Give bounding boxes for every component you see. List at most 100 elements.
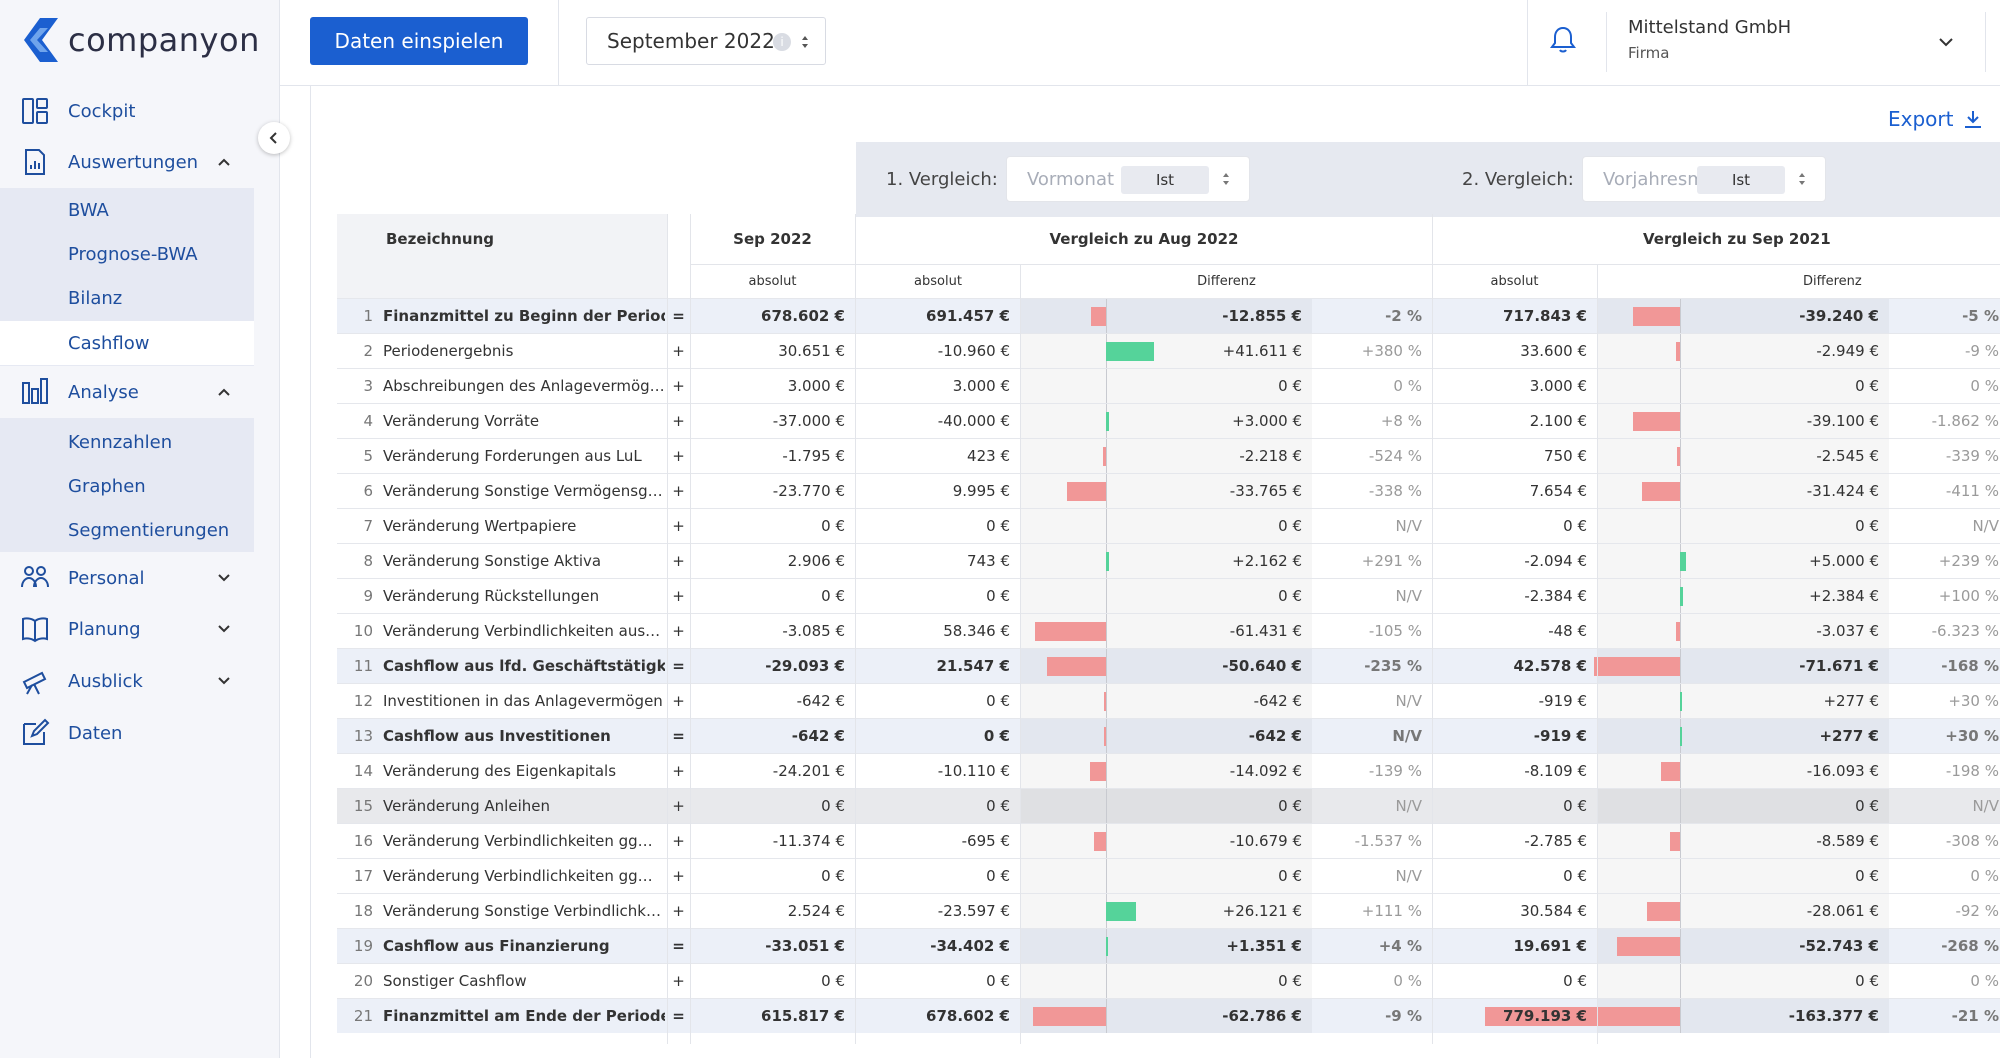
sidebar-item-planung[interactable]: Planung bbox=[0, 607, 254, 651]
import-data-button[interactable]: Daten einspielen bbox=[310, 17, 528, 65]
pct-comparison-2: +30 % bbox=[1948, 692, 1999, 710]
table-row[interactable]: 21 Finanzmittel am Ende der Periode = 615.8… bbox=[337, 998, 2000, 1033]
chevron-left-icon bbox=[269, 132, 277, 144]
table-row[interactable]: 14 Veränderung des Eigenkapitals + -24.201 … bbox=[337, 753, 2000, 788]
comparison-1-placeholder: Vormonat bbox=[1027, 169, 1115, 190]
period-select[interactable]: September 2022 i bbox=[586, 17, 826, 65]
pct-comparison-2: -168 % bbox=[1941, 657, 1999, 675]
diff-zero-line bbox=[1680, 299, 1681, 333]
value-comparison-1: -695 € bbox=[961, 832, 1010, 850]
diff-comparison-1: 0 € bbox=[1278, 972, 1302, 990]
export-label: Export bbox=[1888, 107, 1954, 131]
column-divider bbox=[1597, 264, 1598, 1044]
table-row[interactable]: 7 Veränderung Wertpapiere +0 € 0 € 0 € N/V 0 €… bbox=[337, 508, 2000, 543]
diff-zero-line bbox=[1680, 754, 1681, 788]
table-row[interactable]: 3 Abschreibungen des Anlagevermög… +3.000 … bbox=[337, 368, 2000, 403]
sidebar-item-bwa[interactable]: BWA bbox=[0, 188, 254, 232]
table-row[interactable]: 19 Cashflow aus Finanzierung = -33.051 € -34… bbox=[337, 928, 2000, 963]
sidebar-item-prognose-bwa[interactable]: Prognose-BWA bbox=[0, 232, 254, 276]
logo[interactable]: companyon bbox=[18, 16, 260, 64]
comparison-1-type[interactable]: Ist bbox=[1121, 166, 1209, 194]
sidebar-item-personal[interactable]: Personal bbox=[0, 556, 254, 600]
row-operator: + bbox=[672, 832, 685, 850]
chevron-up-icon bbox=[218, 388, 230, 396]
info-icon[interactable]: i bbox=[773, 33, 791, 51]
row-index: 9 bbox=[363, 587, 373, 605]
row-index: 15 bbox=[353, 797, 373, 815]
value-current: -3.085 € bbox=[782, 622, 845, 640]
sidebar-item-ausblick[interactable]: Ausblick bbox=[0, 659, 254, 703]
diff-comparison-2: +5.000 € bbox=[1809, 552, 1879, 570]
table-row[interactable]: 16 Veränderung Verbindlichkeiten gg… + -11.… bbox=[337, 823, 2000, 858]
table-row[interactable]: 5 Veränderung Forderungen aus LuL + -1.795 … bbox=[337, 438, 2000, 473]
sidebar-item-cockpit[interactable]: Cockpit bbox=[0, 89, 254, 133]
table-row[interactable]: 6 Veränderung Sonstige Vermögensg… + -23.77… bbox=[337, 473, 2000, 508]
diff-comparison-2: 0 € bbox=[1855, 377, 1879, 395]
pct-comparison-1: +380 % bbox=[1361, 342, 1422, 360]
updown-arrows-icon bbox=[1799, 173, 1805, 185]
row-index: 6 bbox=[363, 482, 373, 500]
row-index: 8 bbox=[363, 552, 373, 570]
value-current: 0 € bbox=[821, 587, 845, 605]
sidebar-item-daten[interactable]: Daten bbox=[0, 711, 254, 755]
row-index: 16 bbox=[353, 832, 373, 850]
sidebar-item-cashflow[interactable]: Cashflow bbox=[0, 321, 254, 365]
pct-comparison-2: -268 % bbox=[1941, 937, 1999, 955]
diff-zero-line bbox=[1106, 964, 1107, 998]
diff-bar-negative bbox=[1633, 412, 1680, 431]
table-row[interactable]: 11 Cashflow aus lfd. Geschäftstätigk… = -29… bbox=[337, 648, 2000, 683]
diff-bar-negative bbox=[1594, 657, 1680, 676]
value-comparison-2: 0 € bbox=[1563, 867, 1587, 885]
value-comparison-1: -23.597 € bbox=[937, 902, 1010, 920]
diff-bar-positive bbox=[1106, 902, 1137, 921]
comparison-1-select[interactable]: Vormonat Ist bbox=[1006, 156, 1250, 202]
diff-comparison-2: -31.424 € bbox=[1806, 482, 1879, 500]
column-divider bbox=[690, 214, 691, 1044]
sidebar-item-auswertungen[interactable]: Auswertungen bbox=[0, 140, 254, 184]
pct-comparison-1: +291 % bbox=[1361, 552, 1422, 570]
sidebar-item-kennzahlen[interactable]: Kennzahlen bbox=[0, 420, 254, 464]
divider bbox=[558, 0, 559, 86]
diff-zero-line bbox=[1106, 754, 1107, 788]
row-index: 10 bbox=[353, 622, 373, 640]
table-row[interactable]: 17 Veränderung Verbindlichkeiten gg… +0 € 0… bbox=[337, 858, 2000, 893]
telescope-icon bbox=[22, 671, 47, 695]
pct-comparison-1: -524 % bbox=[1368, 447, 1422, 465]
table-row[interactable]: 9 Veränderung Rückstellungen +0 € 0 € 0 € N/V… bbox=[337, 578, 2000, 613]
comparison-2-select[interactable]: Vorjahresmonat Ist bbox=[1582, 156, 1826, 202]
table-row[interactable]: 1 Finanzmittel zu Beginn der Periode = 678.… bbox=[337, 298, 2000, 333]
diff-zero-line bbox=[1680, 999, 1681, 1033]
table-row[interactable]: 10 Veränderung Verbindlichkeiten aus… + -3.… bbox=[337, 613, 2000, 648]
pct-comparison-2: N/V bbox=[1972, 797, 1999, 815]
pct-comparison-2: -1.862 % bbox=[1931, 412, 1999, 430]
row-label: Veränderung Verbindlichkeiten aus… bbox=[383, 622, 661, 640]
comparison-2-type[interactable]: Ist bbox=[1697, 166, 1785, 194]
chevron-down-icon[interactable] bbox=[1936, 32, 1956, 52]
table-row[interactable]: 15 Veränderung Anleihen +0 € 0 € 0 € N/V 0 € 0 … bbox=[337, 788, 2000, 823]
diff-zero-line bbox=[1680, 894, 1681, 928]
diff-bar-negative bbox=[1676, 622, 1680, 641]
table-row[interactable]: 12 Investitionen in das Anlagevermögen + -6… bbox=[337, 683, 2000, 718]
row-label: Veränderung Rückstellungen bbox=[383, 587, 600, 605]
edit-icon bbox=[23, 718, 50, 745]
table-row[interactable]: 18 Veränderung Sonstige Verbindlichk… +2.5… bbox=[337, 893, 2000, 928]
export-button[interactable]: Export bbox=[1888, 104, 2000, 134]
sidebar-collapse-button[interactable] bbox=[258, 122, 290, 154]
sidebar-item-bilanz[interactable]: Bilanz bbox=[0, 276, 254, 320]
table-row[interactable]: 20 Sonstiger Cashflow +0 € 0 € 0 € 0 % 0 € 0 € 0… bbox=[337, 963, 2000, 998]
sidebar-item-segmentierungen[interactable]: Segmentierungen bbox=[0, 508, 254, 552]
table-row[interactable]: 13 Cashflow aus Investitionen = -642 € 0 € -6… bbox=[337, 718, 2000, 753]
diff-bar-positive bbox=[1680, 587, 1683, 606]
sidebar-item-graphen[interactable]: Graphen bbox=[0, 464, 254, 508]
diff-comparison-2: -8.589 € bbox=[1816, 832, 1879, 850]
diff-zero-line bbox=[1680, 964, 1681, 998]
table-row[interactable]: 2 Periodenergebnis +30.651 € -10.960 € +41.6… bbox=[337, 333, 2000, 368]
table-row[interactable]: 8 Veränderung Sonstige Aktiva +2.906 € 743 … bbox=[337, 543, 2000, 578]
diff-zero-line bbox=[1106, 439, 1107, 473]
company-name[interactable]: Mittelstand GmbH bbox=[1628, 17, 1792, 38]
table-row[interactable]: 4 Veränderung Vorräte + -37.000 € -40.000 € +… bbox=[337, 403, 2000, 438]
bell-icon[interactable] bbox=[1550, 25, 1576, 55]
diff-bar-negative bbox=[1104, 727, 1106, 746]
diff-bar-negative bbox=[1633, 307, 1680, 326]
sidebar-item-analyse[interactable]: Analyse bbox=[0, 370, 254, 414]
